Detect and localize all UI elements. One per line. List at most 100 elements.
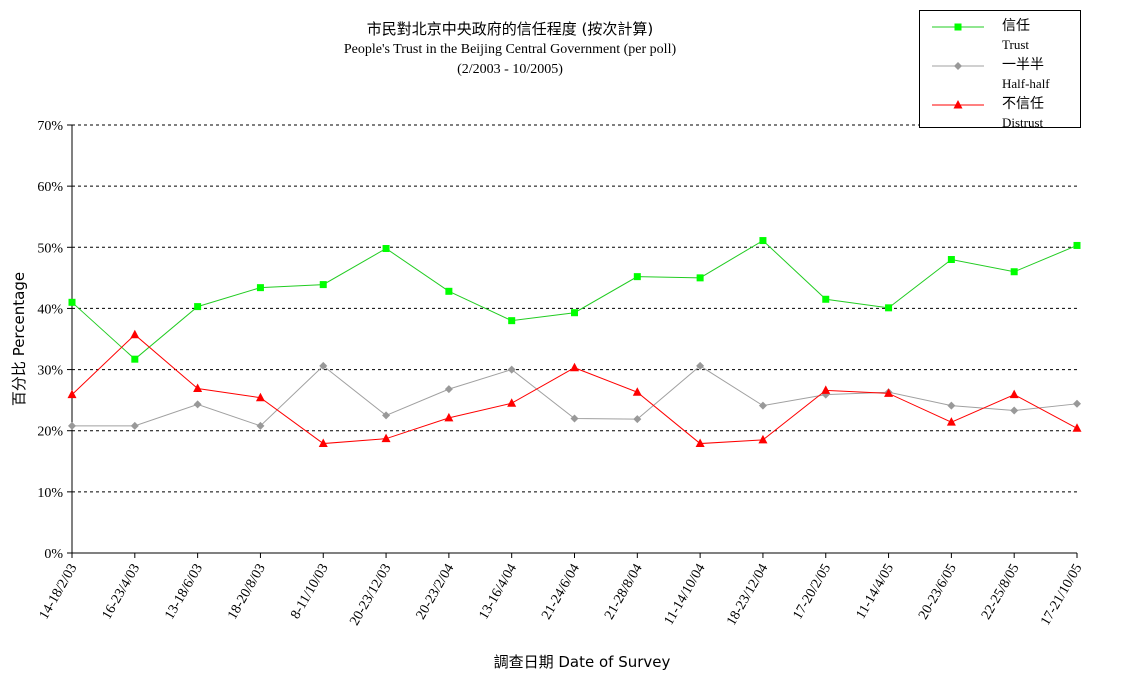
- x-tick-label: 11-14/10/04: [662, 562, 709, 628]
- data-point-trust: [759, 237, 767, 245]
- y-tick-label: 50%: [37, 241, 63, 256]
- series-half-half: [68, 361, 1081, 430]
- data-point-trust: [1010, 268, 1018, 276]
- x-tick-label: 20-23/12/03: [347, 562, 394, 629]
- legend-label-trust-zh: 信任: [1002, 18, 1030, 34]
- data-point-distrust: [67, 389, 77, 399]
- data-point-distrust: [758, 434, 768, 444]
- data-point-distrust: [130, 329, 140, 339]
- data-point-half-half: [130, 421, 139, 430]
- legend-entry-trust: 信任 Trust: [930, 17, 1080, 55]
- data-point-trust: [633, 273, 641, 281]
- y-axis-title: 百分比 Percentage: [10, 272, 28, 406]
- data-point-distrust: [884, 388, 894, 397]
- data-point-trust: [822, 295, 830, 303]
- data-point-trust: [131, 355, 139, 363]
- data-point-trust: [696, 274, 704, 282]
- grid-layer: [72, 124, 1077, 493]
- data-point-trust: [382, 245, 390, 253]
- data-point-trust: [445, 287, 453, 295]
- legend-marker-distrust: [953, 100, 963, 109]
- x-tick-label: 21-24/6/04: [539, 562, 583, 623]
- data-point-distrust: [821, 385, 831, 394]
- data-point-half-half: [570, 414, 579, 423]
- y-tick-label: 60%: [37, 180, 63, 195]
- data-point-half-half: [696, 361, 705, 370]
- y-tick-label: 20%: [37, 425, 63, 440]
- legend-marker-trust: [954, 23, 962, 31]
- data-point-distrust: [695, 438, 705, 448]
- data-point-half-half: [256, 421, 265, 430]
- legend: 信任 Trust 一半半 Half-half 不信任 Distrust: [919, 10, 1081, 130]
- data-point-half-half: [68, 421, 76, 430]
- chart-title: 市民對北京中央政府的信任程度 (按次計算) People's Trust in …: [300, 18, 720, 80]
- series-line-trust: [71, 239, 1078, 360]
- x-tick-label: 18-20/8/03: [225, 562, 269, 623]
- data-point-distrust: [570, 362, 579, 372]
- data-point-half-half: [1010, 406, 1019, 415]
- chart-title-zh: 市民對北京中央政府的信任程度 (按次計算): [366, 20, 654, 38]
- data-point-distrust: [632, 387, 642, 396]
- data-point-trust: [319, 281, 327, 289]
- data-point-distrust: [381, 433, 391, 443]
- x-tick-label: 8-11/10/03: [288, 562, 331, 622]
- data-point-distrust: [1072, 423, 1082, 432]
- series-distrust: [67, 329, 1082, 448]
- y-tick-label: 0%: [44, 547, 63, 562]
- x-tick-label: 11-14/4/05: [854, 562, 897, 622]
- legend-label-distrust-en: Distrust: [1002, 115, 1044, 130]
- y-tick-label: 10%: [37, 486, 63, 501]
- data-point-trust: [947, 256, 955, 264]
- data-point-distrust: [1009, 389, 1019, 399]
- series-trust: [68, 237, 1081, 363]
- label-layer: 0% 10% 20% 30% 40% 50% 60% 70% 14-18/2/03 16-23/4…: [10, 119, 1085, 671]
- axis-layer: [67, 124, 1078, 558]
- legend-entry-half-half: 一半半 Half-half: [930, 56, 1080, 94]
- y-tick-label: 40%: [37, 302, 63, 317]
- legend-label-distrust-zh: 不信任: [1002, 96, 1044, 112]
- legend-label-trust-en: Trust: [1002, 37, 1029, 52]
- x-tick-label: 17-21/10/05: [1038, 562, 1085, 629]
- data-point-half-half: [947, 401, 956, 410]
- data-point-trust: [1073, 241, 1081, 249]
- data-point-trust: [194, 303, 202, 311]
- series-layer: [67, 237, 1082, 448]
- data-point-half-half: [633, 415, 642, 424]
- chart-title-en: People's Trust in the Beijing Central Go…: [343, 42, 677, 57]
- x-axis-title: 調查日期 Date of Survey: [494, 653, 671, 671]
- x-tick-label: 20-23/6/05: [916, 562, 960, 623]
- data-point-distrust: [318, 438, 328, 448]
- x-tick-label: 22-25/8/05: [979, 562, 1023, 623]
- legend-label-half-half-en: Half-half: [1002, 76, 1050, 91]
- data-point-distrust: [193, 383, 203, 393]
- data-point-half-half: [444, 385, 453, 394]
- data-point-half-half: [507, 365, 516, 374]
- data-point-distrust: [507, 398, 517, 407]
- y-tick-label: 70%: [37, 119, 63, 134]
- data-point-trust: [508, 317, 516, 325]
- data-point-half-half: [758, 401, 767, 410]
- x-tick-label: 13-18/6/03: [162, 562, 206, 623]
- x-tick-label: 13-16/4/04: [476, 562, 520, 623]
- data-point-half-half: [1073, 399, 1081, 408]
- data-point-trust: [256, 284, 264, 292]
- legend-swatch-trust: [932, 23, 984, 31]
- data-point-trust: [68, 298, 76, 306]
- x-tick-label: 18-23/12/04: [724, 562, 771, 629]
- legend-entry-distrust: 不信任 Distrust: [930, 95, 1080, 133]
- data-point-half-half: [382, 411, 391, 420]
- y-tick-label: 30%: [37, 364, 63, 379]
- data-point-half-half: [319, 361, 328, 370]
- legend-swatch-distrust: [932, 100, 984, 109]
- data-point-distrust: [444, 412, 454, 422]
- data-point-trust: [885, 304, 893, 312]
- data-point-trust: [571, 309, 578, 317]
- x-tick-label: 21-28/8/04: [602, 562, 646, 623]
- x-tick-label: 14-18/2/03: [37, 562, 81, 623]
- data-point-half-half: [193, 400, 202, 409]
- chart-title-range: (2/2003 - 10/2005): [457, 62, 563, 77]
- legend-label-half-half-zh: 一半半: [1002, 57, 1044, 73]
- data-point-distrust: [946, 417, 956, 426]
- x-tick-label: 16-23/4/03: [100, 562, 144, 623]
